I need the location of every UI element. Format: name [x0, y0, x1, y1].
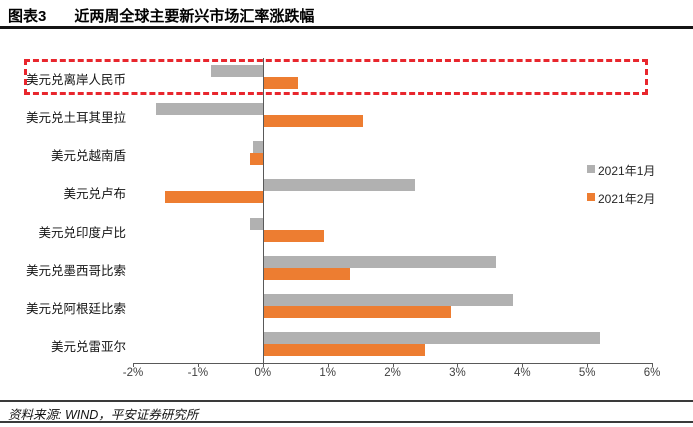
x-axis-tick-label: 2%	[384, 367, 401, 379]
highlight-dashed-box	[24, 59, 648, 96]
bar-feb	[262, 115, 364, 128]
footer-divider-bottom	[0, 421, 693, 423]
legend-label-feb: 2021年2月	[598, 192, 656, 206]
x-axis-tick	[652, 363, 653, 367]
bar-jan	[262, 293, 513, 306]
legend-swatch-feb	[587, 193, 595, 201]
source-note: 资料来源: WIND，平安证券研究所	[8, 408, 199, 422]
footer-divider-top	[0, 400, 693, 402]
category-label: 美元兑印度卢比	[38, 225, 126, 240]
bar-jan	[210, 65, 263, 78]
x-axis-tick-label: 0%	[254, 367, 272, 379]
bar-jan	[262, 331, 601, 344]
category-label: 美元兑雷亚尔	[50, 339, 126, 354]
bar-feb	[262, 343, 425, 356]
x-axis-tick-label: 3%	[449, 367, 466, 379]
x-axis-tick-label: 4%	[513, 367, 531, 379]
x-axis-tick-label: 1%	[319, 367, 336, 379]
category-label: 美元兑土耳其里拉	[25, 111, 126, 126]
category-label: 美元兑卢布	[63, 187, 126, 202]
figure-header: 图表3 近两周全球主要新兴市场汇率涨跌幅	[8, 5, 314, 26]
category-label: 美元兑离岸人民币	[25, 73, 126, 88]
bar-jan	[249, 217, 263, 230]
category-label: 美元兑越南盾	[50, 149, 126, 164]
category-label: 美元兑阿根廷比索	[25, 301, 126, 316]
bar-feb	[262, 229, 325, 242]
x-axis-tick-label: 5%	[578, 367, 596, 379]
bar-jan	[262, 255, 497, 268]
x-axis-tick-label: 6%	[643, 367, 661, 379]
x-axis-tick	[522, 363, 524, 367]
title-divider	[0, 26, 693, 29]
bar-jan	[253, 141, 263, 154]
x-axis-tick-label: -1%	[187, 367, 209, 379]
x-axis-tick	[457, 363, 459, 367]
legend-swatch-jan	[587, 165, 595, 173]
x-axis-tick-label: -2%	[122, 367, 144, 379]
legend-label-jan: 2021年1月	[598, 164, 656, 178]
bar-jan	[262, 179, 416, 192]
bar-feb	[262, 267, 351, 280]
bar-feb	[262, 77, 299, 90]
x-axis-tick	[133, 363, 134, 367]
figure-title: 近两周全球主要新兴市场汇率涨跌幅	[74, 8, 315, 25]
figure-label: 图表3	[8, 8, 47, 25]
category-label: 美元兑墨西哥比索	[25, 263, 126, 278]
x-axis-tick	[262, 363, 264, 367]
x-axis-tick	[587, 363, 589, 367]
zero-axis-line	[262, 58, 264, 363]
bar-feb	[165, 191, 263, 204]
x-axis-tick	[327, 363, 329, 367]
bar-feb	[249, 153, 263, 166]
x-axis-tick	[392, 363, 394, 367]
bar-feb	[262, 305, 451, 318]
x-axis-tick	[197, 363, 199, 367]
bar-jan	[155, 103, 263, 116]
